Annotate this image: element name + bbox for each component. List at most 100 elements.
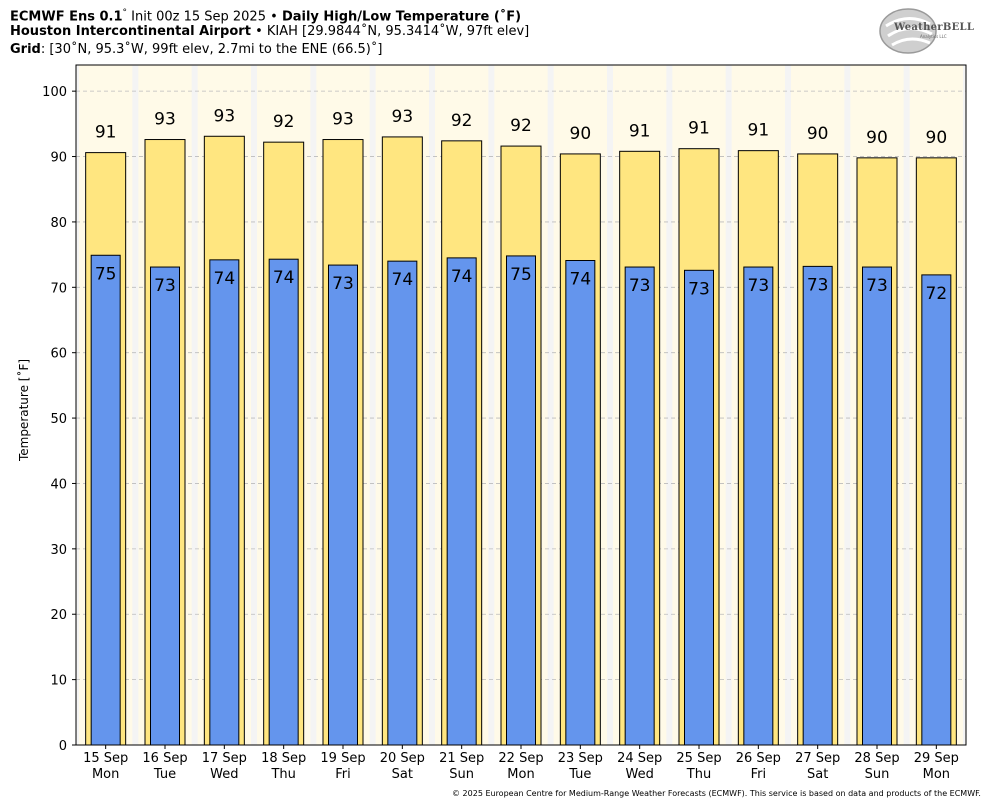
low-value-label: 74 <box>451 267 473 287</box>
model-sup: ° <box>122 8 128 18</box>
x-tick-label-date: 19 Sep <box>320 751 365 766</box>
x-tick-label-weekday: Mon <box>507 767 534 782</box>
x-tick-label-weekday: Thu <box>270 767 295 782</box>
logo-text: WeatherBELL <box>894 22 975 33</box>
low-value-label: 74 <box>392 270 414 290</box>
x-tick-label-weekday: Sun <box>449 767 474 782</box>
y-tick-label: 80 <box>50 216 67 231</box>
station-name: Houston Intercontinental Airport <box>10 24 251 39</box>
high-value-label: 90 <box>926 128 948 148</box>
y-tick-label: 90 <box>50 151 67 166</box>
x-tick-label-date: 17 Sep <box>202 751 247 766</box>
low-value-label: 75 <box>95 264 117 284</box>
init-time: Init 00z 15 Sep 2025 <box>131 9 266 25</box>
x-tick-label-weekday: Sat <box>392 767 413 782</box>
x-tick-label-weekday: Wed <box>210 767 238 782</box>
x-tick-label-date: 26 Sep <box>736 751 781 766</box>
low-bar <box>565 260 596 746</box>
x-tick-label-date: 28 Sep <box>854 751 899 766</box>
low-bar <box>743 266 774 746</box>
x-tick-label-date: 20 Sep <box>380 751 425 766</box>
y-tick-label: 60 <box>50 347 67 362</box>
x-tick-label-date: 27 Sep <box>795 751 840 766</box>
high-value-label: 93 <box>154 110 176 130</box>
y-tick-label: 50 <box>50 412 67 427</box>
low-value-label: 75 <box>510 265 532 285</box>
x-tick-label-date: 24 Sep <box>617 751 662 766</box>
low-value-label: 73 <box>866 276 888 296</box>
x-tick-label-weekday: Sat <box>807 767 828 782</box>
high-value-label: 92 <box>273 112 295 132</box>
low-value-label: 73 <box>688 279 710 299</box>
low-value-label: 73 <box>629 276 651 296</box>
header-line-model: ECMWF Ens 0.1° Init 00z 15 Sep 2025 • Da… <box>10 5 521 25</box>
separator: • <box>255 24 263 39</box>
low-bar <box>506 255 536 746</box>
product-name: Daily High/Low Temperature (˚F) <box>281 9 522 25</box>
high-value-label: 93 <box>392 107 414 127</box>
separator: • <box>270 9 278 25</box>
low-value-label: 74 <box>570 270 592 290</box>
logo-subtext: Analytics LLC <box>920 34 947 39</box>
low-bar <box>150 266 180 746</box>
x-tick-label-weekday: Fri <box>335 767 351 782</box>
x-tick-label-weekday: Thu <box>686 767 711 782</box>
grid-info: : [30˚N, 95.3˚W, 99ft elev, 2.7mi to the… <box>40 42 383 57</box>
x-tick-label-date: 15 Sep <box>83 751 128 766</box>
high-value-label: 91 <box>748 121 770 141</box>
x-tick-label-weekday: Tue <box>153 767 176 782</box>
y-tick-label: 20 <box>50 608 67 623</box>
x-tick-label-weekday: Mon <box>92 767 119 782</box>
low-bar <box>624 266 655 746</box>
high-value-label: 91 <box>95 123 117 143</box>
low-value-label: 74 <box>273 268 295 288</box>
low-value-label: 73 <box>332 274 354 294</box>
low-bar <box>328 264 358 746</box>
x-tick-label-date: 25 Sep <box>676 751 721 766</box>
copyright-footer: © 2025 European Centre for Medium-Range … <box>452 789 981 798</box>
low-bar <box>684 269 714 746</box>
x-tick-label-weekday: Wed <box>625 767 653 782</box>
x-tick-label-date: 16 Sep <box>142 751 187 766</box>
y-tick-label: 70 <box>50 281 67 296</box>
high-value-label: 92 <box>510 116 532 136</box>
station-info: KIAH [29.9844˚N, 95.3414˚W, 97ft elev] <box>266 24 530 39</box>
y-tick-label: 0 <box>59 739 67 754</box>
header-line-station: Houston Intercontinental Airport • KIAH … <box>10 23 529 40</box>
low-bar <box>802 265 833 746</box>
x-tick-label-date: 21 Sep <box>439 751 484 766</box>
header-line-grid: Grid: [30˚N, 95.3˚W, 99ft elev, 2.7mi to… <box>10 41 382 58</box>
low-bar <box>268 258 299 746</box>
weatherbell-logo <box>879 8 937 54</box>
high-value-label: 90 <box>570 124 592 144</box>
x-tick-label-date: 22 Sep <box>498 751 543 766</box>
high-value-label: 92 <box>451 111 473 131</box>
high-value-label: 91 <box>629 121 651 141</box>
x-tick-label-weekday: Mon <box>923 767 950 782</box>
high-value-label: 93 <box>332 110 354 130</box>
y-axis-label: Temperature [˚F] <box>17 358 31 462</box>
x-tick-label-date: 29 Sep <box>914 751 959 766</box>
low-bar <box>90 254 121 746</box>
y-tick-label: 100 <box>42 85 67 100</box>
low-bar <box>387 260 418 746</box>
low-bar <box>446 257 477 746</box>
low-value-label: 73 <box>748 276 770 296</box>
high-value-label: 93 <box>214 106 236 126</box>
x-tick-label-weekday: Fri <box>751 767 767 782</box>
high-value-label: 90 <box>807 124 829 144</box>
high-value-label: 91 <box>688 119 710 139</box>
y-tick-label: 10 <box>50 674 67 689</box>
low-value-label: 72 <box>926 284 948 304</box>
low-value-label: 73 <box>807 275 829 295</box>
x-tick-label-date: 23 Sep <box>558 751 603 766</box>
y-tick-label: 30 <box>50 543 67 558</box>
x-tick-label-weekday: Tue <box>568 767 591 782</box>
x-tick-label-date: 18 Sep <box>261 751 306 766</box>
grid-label: Grid <box>10 42 41 57</box>
low-value-label: 73 <box>154 276 176 296</box>
low-bar <box>862 266 892 746</box>
low-bar <box>209 259 240 746</box>
plot-frame <box>75 64 967 746</box>
